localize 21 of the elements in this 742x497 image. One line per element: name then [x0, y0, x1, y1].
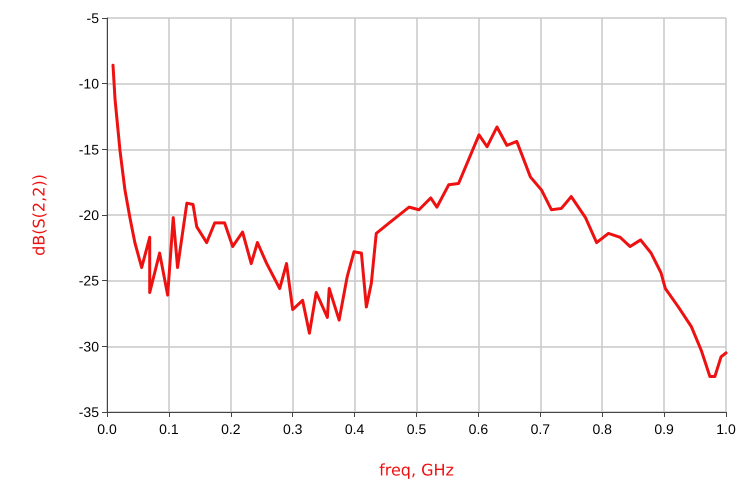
y-axis-title: dB(S(2,2)) [30, 174, 48, 256]
x-tick-label: 0.9 [654, 421, 674, 437]
line-series [112, 64, 728, 378]
x-tick-label: 0.2 [221, 421, 241, 437]
y-tick-label: -35 [78, 404, 100, 420]
y-tick-label: -20 [78, 207, 100, 223]
x-tick-label: 1.0 [716, 421, 736, 437]
x-tick-label: 0.4 [344, 421, 365, 437]
y-tick-label: -25 [78, 272, 100, 289]
x-tick-label: 0.6 [468, 421, 488, 437]
y-tick-label: -10 [78, 76, 100, 92]
y-tick-label: -5 [86, 10, 100, 26]
x-axis-title: freq, GHz [379, 460, 454, 480]
x-tick-label: 0.7 [530, 421, 550, 437]
y-tick-label: -15 [78, 141, 100, 158]
x-tick-label: 0.8 [592, 421, 612, 437]
x-tick-label: 0.5 [406, 421, 426, 437]
x-tick-label: 0.3 [282, 421, 303, 437]
x-tick-label: 0.0 [97, 421, 117, 437]
x-tick-label: 0.1 [159, 421, 179, 437]
y-tick-label: -30 [78, 338, 100, 354]
